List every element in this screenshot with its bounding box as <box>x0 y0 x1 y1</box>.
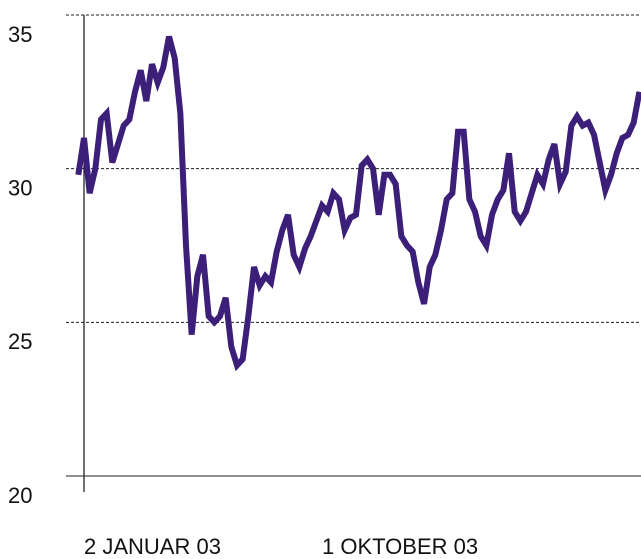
y-tick-label: 25 <box>8 329 32 354</box>
y-tick-label: 30 <box>8 175 32 200</box>
y-tick-label: 20 <box>8 483 32 508</box>
price-line <box>75 35 641 372</box>
y-tick-label: 35 <box>8 22 32 47</box>
x-tick-label: 1 OKTOBER 03 <box>322 534 478 559</box>
x-tick-label: 2 JANUAR 03 <box>84 534 221 559</box>
